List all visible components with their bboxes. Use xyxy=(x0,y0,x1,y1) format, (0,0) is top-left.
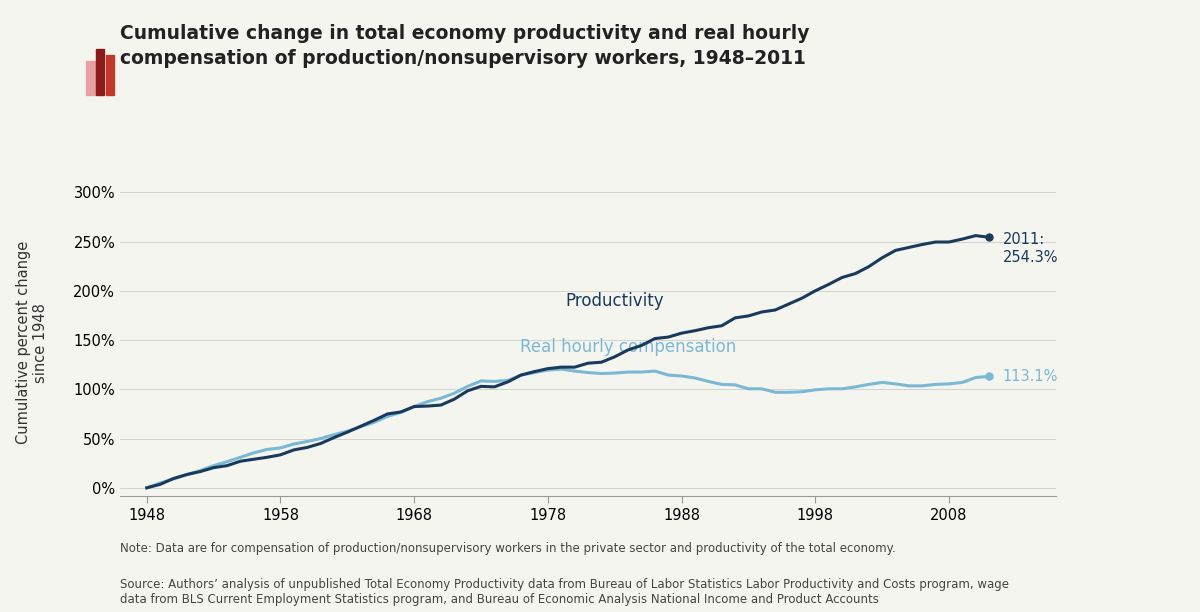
Text: Cumulative percent change
since 1948: Cumulative percent change since 1948 xyxy=(16,241,48,444)
Text: 2011:
254.3%: 2011: 254.3% xyxy=(1002,233,1058,265)
Text: Real hourly compensation: Real hourly compensation xyxy=(520,338,737,356)
Text: Source: Authors’ analysis of unpublished Total Economy Productivity data from Bu: Source: Authors’ analysis of unpublished… xyxy=(120,578,1009,606)
Text: Cumulative change in total economy productivity and real hourly
compensation of : Cumulative change in total economy produ… xyxy=(120,24,810,68)
Text: 113.1%: 113.1% xyxy=(1002,369,1058,384)
Text: Productivity: Productivity xyxy=(565,291,664,310)
Text: Note: Data are for compensation of production/nonsupervisory workers in the priv: Note: Data are for compensation of produ… xyxy=(120,542,895,554)
